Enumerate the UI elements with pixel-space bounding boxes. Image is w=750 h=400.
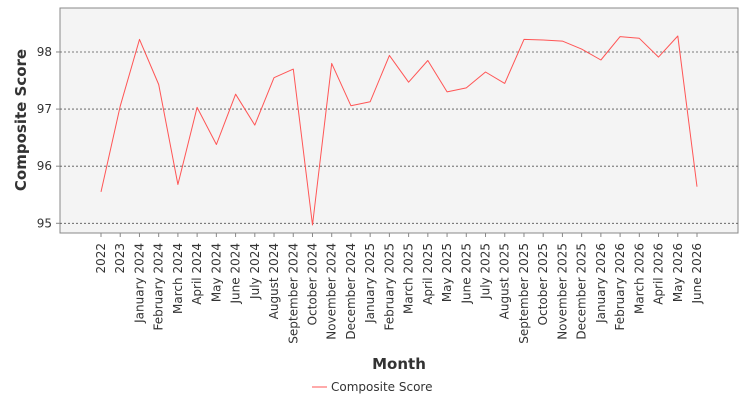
- data-point: [369, 100, 372, 103]
- data-point: [157, 83, 160, 86]
- x-tick-label: March 2026: [632, 243, 646, 314]
- plot-area: [59, 7, 739, 234]
- data-point: [484, 70, 487, 73]
- x-tick-label: August 2024: [267, 243, 281, 319]
- x-tick-label: May 2025: [440, 243, 454, 302]
- series-line: [100, 35, 698, 226]
- x-tick-label: July 2024: [248, 243, 262, 300]
- x-tick-label: April 2024: [190, 243, 204, 305]
- data-point: [273, 76, 276, 79]
- data-point: [561, 40, 564, 43]
- data-point: [330, 62, 333, 65]
- x-tick-label: December 2024: [344, 243, 358, 340]
- y-tick-label: 96: [37, 159, 52, 173]
- data-point: [119, 105, 122, 108]
- x-tick-label: April 2026: [652, 243, 666, 305]
- x-tick-label: May 2024: [209, 243, 223, 302]
- x-tick-label: December 2025: [575, 243, 589, 340]
- x-tick-label: June 2025: [459, 243, 473, 305]
- x-tick-label: February 2026: [613, 243, 627, 331]
- legend-label: Composite Score: [331, 380, 432, 394]
- data-point: [465, 86, 468, 89]
- legend: Composite Score: [312, 380, 432, 394]
- x-tick-label: June 2024: [229, 243, 243, 305]
- x-tick-label: January 2025: [363, 243, 377, 324]
- data-point: [599, 58, 602, 61]
- data-point: [426, 59, 429, 62]
- x-tick-label: June 2026: [690, 243, 704, 305]
- x-tick-label: May 2026: [671, 243, 685, 302]
- x-axis-ticks: 2022 2023 January 2024 February 2024 March 2…: [94, 233, 704, 344]
- x-tick-label: September 2024: [286, 243, 300, 344]
- x-tick-label: March 2024: [171, 243, 185, 314]
- x-tick-label: November 2025: [555, 243, 569, 340]
- data-point: [542, 38, 545, 41]
- data-point: [676, 34, 679, 37]
- data-point: [619, 35, 622, 38]
- data-point: [196, 106, 199, 109]
- data-point: [580, 48, 583, 51]
- x-tick-label: 2023: [113, 243, 127, 274]
- x-tick-label: November 2024: [325, 243, 339, 340]
- x-tick-label: October 2025: [536, 243, 550, 325]
- data-point: [349, 104, 352, 107]
- data-point: [388, 54, 391, 57]
- x-tick-label: July 2025: [479, 243, 493, 300]
- series-layer: [100, 34, 699, 227]
- data-point: [638, 37, 641, 40]
- data-point: [503, 82, 506, 85]
- x-tick-label: September 2025: [517, 243, 531, 344]
- x-tick-label: January 2026: [594, 243, 608, 324]
- x-tick-label: March 2025: [402, 243, 416, 314]
- data-point: [138, 38, 141, 41]
- data-point: [176, 183, 179, 186]
- data-point: [696, 185, 699, 188]
- x-tick-label: August 2025: [498, 243, 512, 319]
- data-point: [522, 38, 525, 41]
- y-axis-title: Composite Score: [12, 49, 30, 191]
- data-point: [446, 90, 449, 93]
- data-point: [311, 224, 314, 227]
- data-point: [234, 93, 237, 96]
- x-tick-label: February 2025: [382, 243, 396, 331]
- x-tick-label: February 2024: [152, 243, 166, 331]
- x-tick-label: January 2024: [132, 243, 146, 324]
- data-point: [215, 143, 218, 146]
- x-tick-label: October 2024: [305, 243, 319, 325]
- grid-lines: [60, 51, 738, 224]
- y-tick-label: 95: [37, 216, 52, 230]
- data-point: [253, 124, 256, 127]
- y-tick-label: 97: [37, 102, 52, 116]
- x-axis-title: Month: [372, 355, 426, 373]
- data-point: [100, 190, 103, 193]
- x-tick-label: April 2025: [421, 243, 435, 305]
- y-tick-label: 98: [37, 45, 52, 59]
- y-axis-ticks: 95 96 97 98: [37, 45, 60, 230]
- x-tick-label: 2022: [94, 243, 108, 274]
- data-point: [407, 81, 410, 84]
- data-point: [657, 56, 660, 59]
- data-point: [292, 68, 295, 71]
